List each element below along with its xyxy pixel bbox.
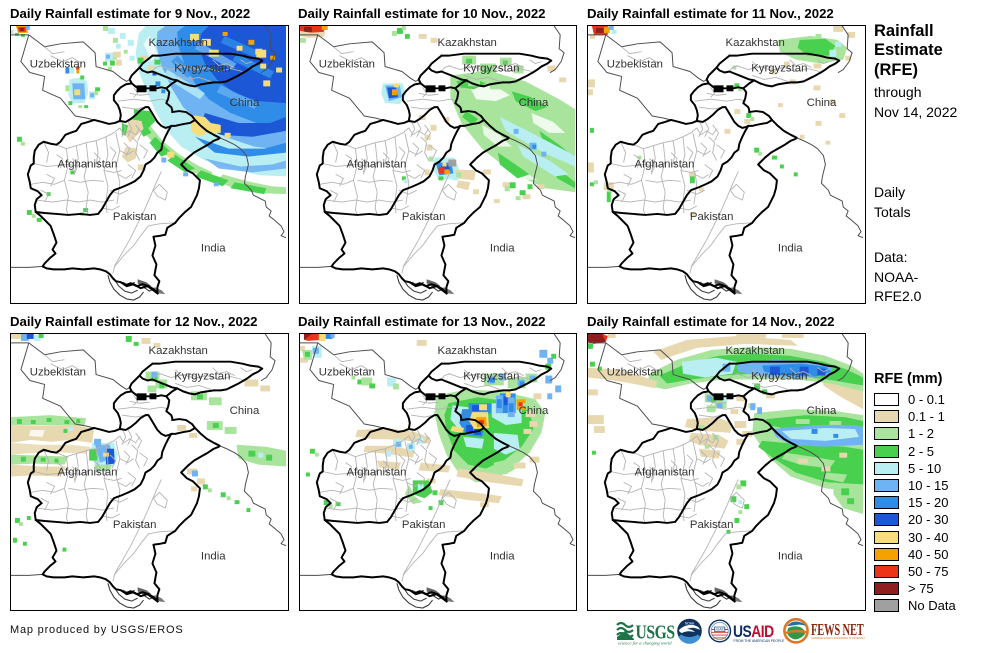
svg-text:USAID: USAID xyxy=(715,628,726,632)
svg-text:FAMINE EARLY WARNING SYSTEMS N: FAMINE EARLY WARNING SYSTEMS NETWORK xyxy=(812,636,866,640)
svg-text:science for a changing world: science for a changing world xyxy=(618,641,672,646)
svg-text:USAID: USAID xyxy=(733,623,774,641)
svg-text:NOAA: NOAA xyxy=(685,622,695,626)
svg-text:USGS: USGS xyxy=(636,621,676,643)
svg-text:FEWS NET: FEWS NET xyxy=(811,621,864,640)
svg-text:FROM THE AMERICAN PEOPLE: FROM THE AMERICAN PEOPLE xyxy=(734,639,786,643)
